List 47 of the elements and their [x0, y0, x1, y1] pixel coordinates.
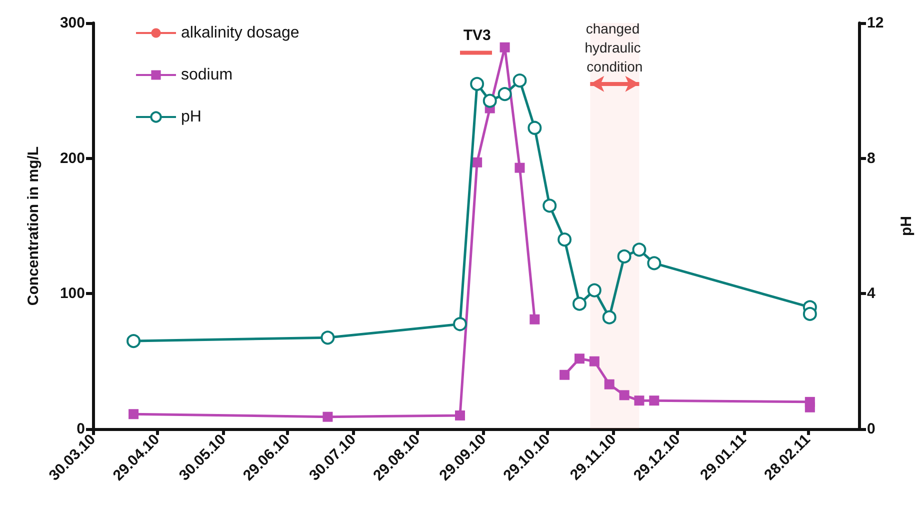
- point: [320, 330, 335, 345]
- y2-tick-label: 0: [867, 420, 876, 438]
- point: [500, 42, 510, 52]
- point: [558, 232, 572, 247]
- y2-tick-label: 12: [867, 14, 884, 32]
- point: [542, 198, 557, 213]
- y-tick-label: 0: [76, 420, 85, 438]
- point: [602, 310, 616, 324]
- point: [454, 410, 465, 420]
- point: [587, 283, 602, 298]
- legend-label: sodium: [181, 66, 233, 84]
- legend-label: pH: [181, 108, 202, 126]
- legend-label: alkalinity dosage: [181, 24, 300, 42]
- point: [482, 94, 497, 108]
- y-tick-label: 100: [60, 285, 85, 302]
- y2-tick-label: 8: [867, 150, 876, 167]
- point: [472, 157, 482, 168]
- y-axis-title: Concentration in mg/L: [25, 146, 42, 306]
- point: [617, 249, 632, 264]
- point: [128, 409, 139, 420]
- point: [514, 162, 525, 173]
- y-tick-label: 200: [60, 150, 85, 167]
- point: [632, 242, 646, 257]
- point: [802, 306, 817, 321]
- y2-tick-label: 4: [867, 285, 876, 302]
- y2-axis-title: pH: [898, 216, 915, 236]
- point: [322, 412, 333, 422]
- band-label: changed hydraulic condition: [584, 20, 645, 74]
- point: [530, 314, 540, 324]
- point: [574, 354, 584, 364]
- point: [498, 87, 512, 102]
- point: [647, 256, 662, 270]
- point: [634, 396, 644, 406]
- annotation: TV3: [463, 26, 491, 44]
- point: [470, 76, 484, 91]
- point: [453, 317, 467, 332]
- point: [649, 396, 660, 406]
- point: [589, 356, 600, 366]
- point: [560, 370, 570, 380]
- point: [126, 334, 141, 348]
- point: [512, 74, 527, 88]
- point: [572, 296, 586, 311]
- point: [528, 120, 542, 135]
- point: [619, 390, 630, 400]
- point: [604, 379, 614, 390]
- point: [804, 402, 815, 412]
- y-tick-label: 300: [60, 14, 85, 32]
